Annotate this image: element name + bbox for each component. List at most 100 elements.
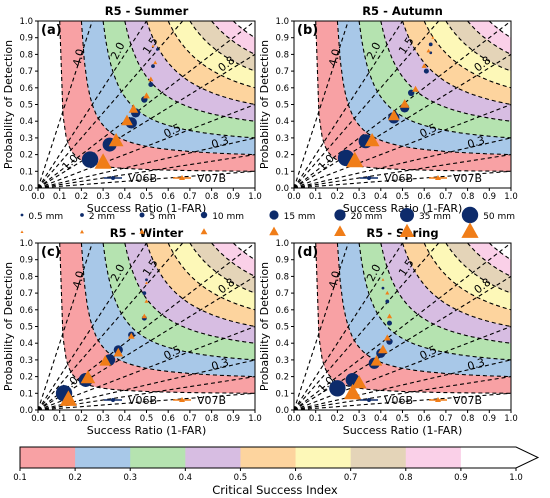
y-tick-label: 0.5 bbox=[275, 323, 289, 333]
v07b-point bbox=[381, 278, 385, 281]
size-legend-triangle bbox=[200, 228, 208, 235]
csi-curve bbox=[380, 243, 511, 344]
size-legend-label: 20 mm bbox=[351, 212, 383, 222]
y-tick-label: 0.8 bbox=[275, 272, 289, 282]
y-tick-label: 1.0 bbox=[19, 17, 33, 27]
csi-band-0.4 bbox=[124, 21, 255, 122]
x-tick-label: 0.0 bbox=[287, 414, 301, 424]
x-tick-label: 0.9 bbox=[483, 192, 497, 202]
x-tick-label: 0.7 bbox=[439, 192, 453, 202]
bias-line bbox=[38, 325, 255, 410]
y-tick-label: 0.9 bbox=[19, 34, 33, 44]
x-tick-label: 0.8 bbox=[205, 192, 219, 202]
y-tick-label: 0.8 bbox=[275, 50, 289, 60]
x-tick-label: 0.4 bbox=[374, 414, 388, 424]
v06b-point bbox=[81, 151, 99, 168]
csi-curve bbox=[315, 243, 511, 394]
legend: V06B V07B bbox=[360, 172, 482, 185]
csi-curve bbox=[380, 21, 511, 122]
y-tick-label: 0.4 bbox=[275, 339, 289, 349]
bias-line bbox=[38, 154, 255, 188]
bias-label: 4.0 bbox=[326, 48, 343, 68]
csi-curve bbox=[211, 21, 255, 55]
y-tick-label: 0.1 bbox=[19, 167, 33, 177]
y-axis-label: Probability of Detection bbox=[2, 262, 15, 391]
x-tick-label: 0.6 bbox=[417, 414, 431, 424]
v06b-point bbox=[148, 81, 154, 87]
x-tick-label: 0.8 bbox=[461, 414, 475, 424]
v07b-point bbox=[378, 344, 388, 354]
y-tick-label: 0.8 bbox=[19, 50, 33, 60]
x-tick-label: 0.7 bbox=[183, 414, 197, 424]
x-tick-label: 0.0 bbox=[287, 192, 301, 202]
colorbar-tick-label: 0.2 bbox=[68, 473, 82, 483]
v07b-point bbox=[121, 114, 133, 126]
v06b-point bbox=[423, 68, 429, 74]
x-tick-label: 0.3 bbox=[352, 414, 366, 424]
size-legend-label: 2 mm bbox=[89, 212, 115, 222]
bias-line bbox=[38, 21, 255, 188]
v07b-point bbox=[364, 133, 380, 147]
v07b-point bbox=[143, 92, 150, 99]
v06b-point bbox=[145, 278, 148, 282]
size-legend-circle bbox=[139, 212, 145, 218]
bias-label: 4.0 bbox=[70, 270, 87, 290]
bias-line bbox=[38, 275, 255, 410]
bias-line bbox=[294, 53, 511, 188]
panel-b: 4.0 2.0 1.51.00.80.50.3 0.0 0.1 0.2 0.3 0.4 0.5 0… bbox=[258, 4, 518, 215]
y-tick-label: 0.9 bbox=[275, 34, 289, 44]
x-tick-label: 0.3 bbox=[96, 414, 110, 424]
y-tick-label: 0.3 bbox=[275, 134, 289, 144]
size-legend-circle bbox=[20, 213, 24, 217]
panel-a: 4.0 2.0 1.51.00.80.50.3 0.0 0.1 0.2 0.3 0.4 0.5 0… bbox=[2, 4, 262, 215]
y-tick-label: 0.1 bbox=[275, 167, 289, 177]
x-tick-label: 0.5 bbox=[396, 192, 410, 202]
v07b-point bbox=[94, 153, 112, 169]
csi-curve bbox=[167, 243, 255, 311]
size-legend-triangle bbox=[461, 222, 479, 238]
v07b-point bbox=[346, 151, 364, 168]
csi-band-0.5 bbox=[146, 21, 255, 105]
y-tick-label: 0.6 bbox=[19, 306, 33, 316]
y-tick-label: 0.2 bbox=[275, 151, 289, 161]
size-legend-label: 10 mm bbox=[212, 212, 244, 222]
size-legend-triangle bbox=[20, 230, 24, 233]
size-legend: 0.5 mm 2 mm 5 mm 10 mm 15 mm 20 mm 35 mm 50 mm bbox=[20, 206, 515, 238]
x-axis-label: Success Ratio (1-FAR) bbox=[87, 424, 207, 437]
bias-label: 0.3 bbox=[210, 356, 231, 374]
legend-marker-v06b bbox=[367, 398, 371, 402]
v07b-point bbox=[108, 133, 124, 147]
legend: V06B V07B bbox=[104, 394, 226, 407]
v07b-point bbox=[383, 334, 391, 341]
x-tick-label: 0.0 bbox=[31, 414, 45, 424]
csi-band-0.1 bbox=[315, 21, 511, 172]
csi-curve bbox=[102, 243, 255, 361]
size-legend-circle bbox=[200, 211, 208, 219]
plot-area: 4.0 2.0 1.51.00.80.50.3 bbox=[294, 21, 511, 188]
x-tick-label: 0.4 bbox=[374, 192, 388, 202]
v07b-point bbox=[148, 76, 154, 82]
colorbar-segment bbox=[185, 447, 241, 468]
csi-curve bbox=[59, 243, 255, 394]
legend-label-v07b: V07B bbox=[197, 394, 226, 407]
x-tick-label: 0.1 bbox=[53, 192, 67, 202]
x-tick-label: 0.3 bbox=[352, 192, 366, 202]
csi-band-0.1 bbox=[59, 21, 255, 172]
x-tick-label: 0.1 bbox=[53, 414, 67, 424]
y-tick-label: 0.4 bbox=[19, 117, 33, 127]
legend-label-v06b: V06B bbox=[384, 394, 413, 407]
y-tick-label: 0.3 bbox=[19, 134, 33, 144]
y-axis-label: Probability of Detection bbox=[258, 40, 271, 169]
csi-curve bbox=[358, 21, 511, 139]
colorbar-tick-label: 0.1 bbox=[13, 473, 27, 483]
csi-curve bbox=[445, 21, 511, 72]
panel-title: R5 - Summer bbox=[105, 4, 189, 18]
y-tick-label: 0.2 bbox=[19, 151, 33, 161]
x-tick-label: 0.6 bbox=[417, 192, 431, 202]
v07b-point bbox=[153, 60, 158, 65]
csi-band-0.5 bbox=[146, 243, 255, 327]
size-legend-triangle bbox=[80, 229, 84, 234]
bias-line bbox=[38, 103, 255, 188]
csi-curve bbox=[467, 243, 511, 277]
